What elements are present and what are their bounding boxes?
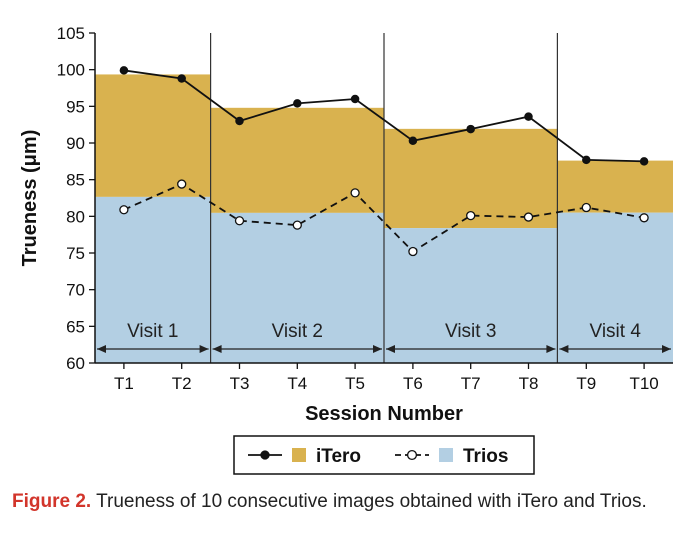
y-tick-label-95: 95 [66, 97, 85, 116]
itero-band-visit-1 [95, 74, 211, 197]
trios-band-visit-2 [210, 212, 384, 363]
x-tick-label-T5: T5 [345, 374, 365, 393]
axes: 60 65 70 75 80 85 90 95 100 105 T1 T2 T3 T4 T5 T6 T7 T8 T9… [19, 24, 673, 425]
visit-label-3: Visit 3 [445, 321, 496, 342]
itero-point-T9 [582, 155, 591, 165]
visit-arrowhead-left-2 [212, 345, 222, 353]
trios-point-T1 [119, 205, 129, 215]
visit-label-2: Visit 2 [272, 321, 323, 342]
legend-trios-label: Trios [463, 446, 508, 467]
caption-lead: Figure 2. [12, 491, 92, 512]
itero-point-T3 [235, 116, 244, 126]
y-tick-label-60: 60 [66, 354, 85, 373]
visit-dividers [210, 33, 559, 363]
trios-point-T7 [466, 210, 476, 221]
legend-trios-swatch [439, 448, 453, 462]
y-tick-label-70: 70 [66, 281, 85, 300]
visit-arrowhead-right-4 [662, 345, 671, 353]
itero-point-T6 [408, 136, 418, 146]
trios-point-T2 [177, 179, 187, 189]
x-tick-label-T2: T2 [172, 374, 192, 393]
x-tick-label-T6: T6 [403, 374, 423, 393]
y-tick-label-105: 105 [57, 24, 85, 43]
trueness-chart: Visit 1 Visit 2 Visit 3 Visit 4 60 65 70 75 80 8… [19, 24, 673, 475]
trios-point-T6 [408, 246, 418, 257]
figure-caption: Figure 2. Trueness of 10 consecutive ima… [12, 488, 688, 516]
x-tick-label-T10: T10 [629, 374, 658, 393]
itero-line [123, 69, 645, 163]
visit-arrowhead-left-3 [386, 345, 395, 353]
trios-point-T9 [581, 202, 591, 213]
visit-label-1: Visit 1 [127, 321, 178, 342]
trios-line [123, 183, 645, 253]
visit-label-4: Visit 4 [589, 321, 641, 342]
visit-arrowhead-right-3 [546, 345, 556, 353]
trios-band-visit-4 [557, 212, 673, 363]
x-tick-label-T8: T8 [519, 374, 539, 393]
itero-point-T5 [350, 94, 360, 104]
y-tick-label-85: 85 [66, 171, 85, 190]
trios-point-T5 [350, 188, 360, 198]
caption-text: Trueness of 10 consecutive images obtain… [96, 491, 647, 512]
x-axis-title: Session Number [305, 403, 463, 425]
trios-band-visit-1 [95, 196, 211, 363]
legend: iTero Trios [233, 435, 535, 475]
x-tick-label-T4: T4 [287, 374, 307, 393]
visit-arrowhead-left-1 [97, 345, 106, 353]
trios-point-T4 [292, 220, 302, 230]
y-tick-label-100: 100 [57, 61, 85, 80]
legend-itero-swatch [292, 448, 306, 462]
trios-point-T10 [639, 213, 649, 223]
visit-arrowhead-right-2 [373, 345, 382, 353]
y-tick-label-80: 80 [66, 207, 85, 226]
itero-point-T10 [639, 157, 649, 166]
visit-arrowhead-right-1 [199, 345, 209, 353]
trios-point-T8 [523, 212, 534, 222]
itero-band-visit-4 [557, 160, 673, 213]
y-tick-label-65: 65 [66, 317, 85, 336]
trios-point-T3 [234, 216, 245, 226]
visit-arrowhead-left-4 [559, 345, 569, 353]
series-layer [119, 66, 649, 257]
legend-box [233, 435, 535, 475]
x-tick-label-T9: T9 [576, 374, 596, 393]
y-tick-label-90: 90 [66, 134, 85, 153]
y-tick-label-75: 75 [66, 244, 85, 263]
itero-point-T4 [293, 99, 302, 108]
visit-labels: Visit 1 Visit 2 Visit 3 Visit 4 [97, 321, 671, 353]
itero-point-T8 [524, 112, 533, 121]
itero-point-T2 [177, 74, 186, 83]
y-axis-title: Trueness (μm) [19, 130, 41, 267]
legend-itero-marker [260, 450, 270, 460]
legend-itero-label: iTero [316, 446, 361, 467]
itero-point-T1 [119, 66, 129, 75]
x-tick-label-T7: T7 [461, 374, 481, 393]
x-tick-label-T3: T3 [230, 374, 250, 393]
itero-point-T7 [466, 124, 475, 134]
x-tick-label-T1: T1 [114, 374, 134, 393]
legend-trios-marker [406, 449, 418, 461]
